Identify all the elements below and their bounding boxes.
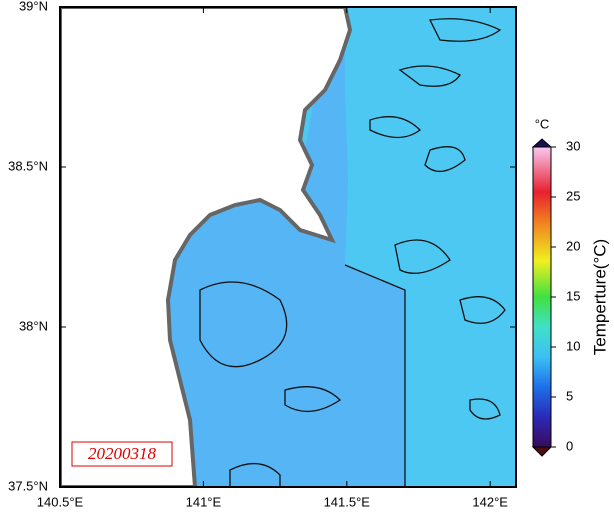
- colorbar-min-arrow: [531, 446, 553, 457]
- x-tick-label: 140.5°E: [37, 494, 84, 509]
- date-label: 20200318: [88, 444, 157, 463]
- colorbar-max-arrow: [531, 138, 553, 148]
- date-box: [71, 441, 173, 467]
- colorbar-tick-label: 25: [566, 188, 580, 203]
- isotherm: [344, 264, 406, 487]
- y-tick-label: 38°N: [19, 318, 48, 333]
- map-frame: [59, 6, 517, 488]
- map-area: [60, 7, 516, 487]
- land: [60, 7, 353, 487]
- colorbar-unit: °C: [535, 116, 550, 131]
- colorbar-tick-label: 0: [566, 438, 573, 453]
- y-tick-label: 37.5°N: [8, 478, 48, 493]
- colorbar-tick-label: 10: [566, 338, 580, 353]
- sea-nearshore: [160, 7, 405, 487]
- x-tick-label: 141.5°E: [324, 494, 371, 509]
- colorbar-title: Temperture(°C): [590, 239, 609, 355]
- isotherm: [199, 18, 506, 487]
- y-tick-label: 38.5°N: [8, 158, 48, 173]
- colorbar-tick-label: 20: [566, 238, 580, 253]
- x-tick-label: 141°E: [186, 494, 222, 509]
- y-tick-label: 39°N: [19, 0, 48, 13]
- colorbar-tick-label: 30: [566, 138, 580, 153]
- x-tick-label: 142°E: [472, 494, 508, 509]
- colorbar-tick-label: 15: [566, 288, 580, 303]
- colorbar: [532, 146, 552, 448]
- colorbar-tick-label: 5: [566, 388, 573, 403]
